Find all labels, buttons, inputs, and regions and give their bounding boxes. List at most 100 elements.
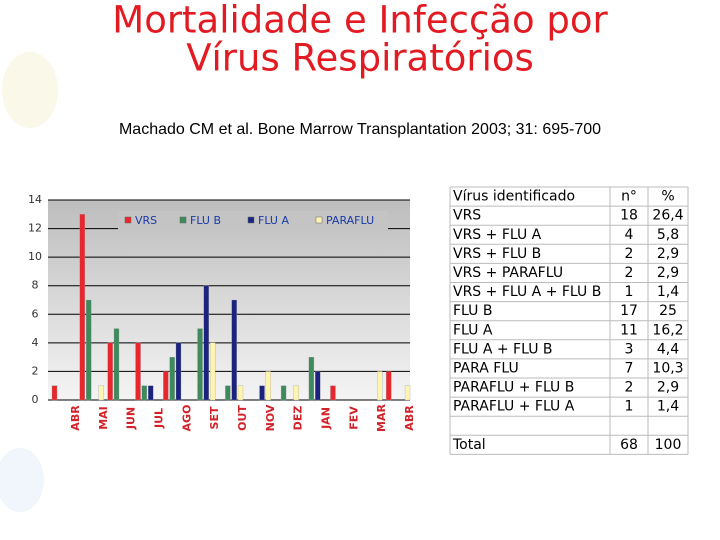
- x-tick-label: MAI: [97, 406, 110, 430]
- table-cell: FLU A: [453, 322, 493, 338]
- table-cell: FLU B: [453, 303, 492, 319]
- legend-label: FLU B: [190, 214, 221, 227]
- table-cell: 5,8: [657, 227, 679, 243]
- table-cell: VRS + FLU A + FLU B: [453, 284, 601, 300]
- table-cell: 3: [625, 341, 634, 357]
- table-cell: %: [661, 189, 674, 205]
- y-tick-label: 6: [32, 307, 39, 320]
- table-cell: 1,4: [657, 284, 679, 300]
- table-cell: 26,4: [652, 208, 683, 224]
- bar: [175, 342, 182, 401]
- bar: [141, 385, 147, 401]
- decoration: [2, 52, 58, 128]
- table-cell: n°: [621, 189, 637, 205]
- title-line: Vírus Respiratórios: [186, 37, 534, 80]
- y-tick-label: 14: [28, 193, 42, 206]
- table-cell: 7: [625, 360, 634, 376]
- table-cell: PARA FLU: [453, 360, 519, 376]
- bar: [377, 371, 383, 401]
- bar: [197, 328, 203, 401]
- table-cell: 2,9: [657, 265, 679, 281]
- bar: [79, 214, 85, 401]
- table-cell: 17: [620, 303, 638, 319]
- table-cell: 68: [620, 437, 638, 453]
- x-tick-label: DEZ: [292, 406, 305, 431]
- bar: [280, 385, 287, 401]
- y-tick-label: 4: [32, 336, 39, 349]
- table-cell: 2: [625, 380, 634, 396]
- table-cell: VRS: [453, 208, 481, 224]
- table-cell: 100: [655, 437, 682, 453]
- y-tick-label: 10: [28, 250, 42, 263]
- table-cell: PARAFLU + FLU A: [453, 399, 575, 415]
- x-tick-label: AGO: [180, 405, 193, 432]
- table-cell: 2: [625, 265, 634, 281]
- x-tick-label: OUT: [236, 405, 249, 431]
- bar: [98, 385, 104, 401]
- table-cell: FLU A + FLU B: [453, 341, 553, 357]
- bar: [203, 285, 209, 401]
- bar: [237, 385, 244, 401]
- x-tick-label: JUN: [125, 407, 138, 430]
- decoration: [0, 448, 44, 512]
- table-cell: 25: [659, 303, 677, 319]
- legend-swatch: [124, 216, 132, 224]
- x-tick-label: NOV: [264, 404, 277, 431]
- bar: [293, 385, 299, 401]
- bar: [265, 371, 271, 401]
- y-tick-label: 0: [32, 393, 39, 406]
- bar: [259, 385, 265, 401]
- legend-swatch: [315, 216, 323, 224]
- table-cell: 18: [620, 208, 638, 224]
- table-cell: 1,4: [657, 399, 679, 415]
- bar: [169, 356, 175, 401]
- table-cell: Vírus identificado: [453, 189, 575, 205]
- x-tick-label: JAN: [320, 407, 333, 430]
- bar: [308, 356, 315, 401]
- x-tick-label: SET: [208, 406, 221, 429]
- legend-swatch: [247, 216, 255, 224]
- table-cell: PARAFLU + FLU B: [453, 380, 574, 396]
- table-cell: 4: [625, 227, 634, 243]
- x-tick-label: ABR: [69, 405, 82, 431]
- bar: [315, 371, 321, 401]
- table-cell: 2,9: [657, 380, 679, 396]
- chart: 0 2 4 6 8 10 12 14 ABR MAI JUN JUL AGO SET OUT NOV DEZ JA…: [28, 193, 416, 432]
- y-tick-label: 2: [32, 364, 39, 377]
- x-tick-label: FEV: [347, 406, 360, 430]
- title-line: Mortalidade e Infecção por: [112, 0, 608, 42]
- bar: [231, 299, 237, 401]
- y-tick-label: 8: [32, 279, 39, 292]
- table-cell: 2: [625, 246, 634, 262]
- bar: [163, 371, 169, 401]
- bar: [404, 385, 411, 401]
- table-cell: 10,3: [652, 360, 683, 376]
- table-cell: VRS + FLU A: [453, 227, 542, 243]
- table-cell: 1: [625, 284, 634, 300]
- legend-swatch: [179, 216, 187, 224]
- table-cell: 1: [625, 399, 634, 415]
- table-cell: 2,9: [657, 246, 679, 262]
- bar: [51, 385, 58, 401]
- table: Vírus identificado n° % VRS 18 26,4 VRS + FLU …: [449, 186, 689, 455]
- bar: [135, 342, 141, 401]
- bar: [386, 371, 392, 401]
- table-cell: VRS + PARAFLU: [453, 265, 563, 281]
- y-tick-label: 12: [28, 222, 42, 235]
- table-cell: 11: [620, 322, 638, 338]
- bar: [225, 385, 231, 401]
- bar: [147, 385, 154, 401]
- table-cell: 16,2: [652, 322, 683, 338]
- legend-label: FLU A: [258, 214, 289, 227]
- x-tick-label: JUL: [152, 408, 165, 429]
- legend-label: PARAFLU: [326, 214, 374, 227]
- legend-label: VRS: [135, 214, 157, 227]
- x-tick-label: ABR: [403, 405, 416, 431]
- x-tick-label: MAR: [375, 404, 388, 432]
- citation: Machado CM et al. Bone Marrow Transplant…: [119, 121, 601, 138]
- table-cell: VRS + FLU B: [453, 246, 541, 262]
- bar: [209, 342, 216, 401]
- bar: [113, 328, 120, 401]
- bar: [85, 299, 92, 401]
